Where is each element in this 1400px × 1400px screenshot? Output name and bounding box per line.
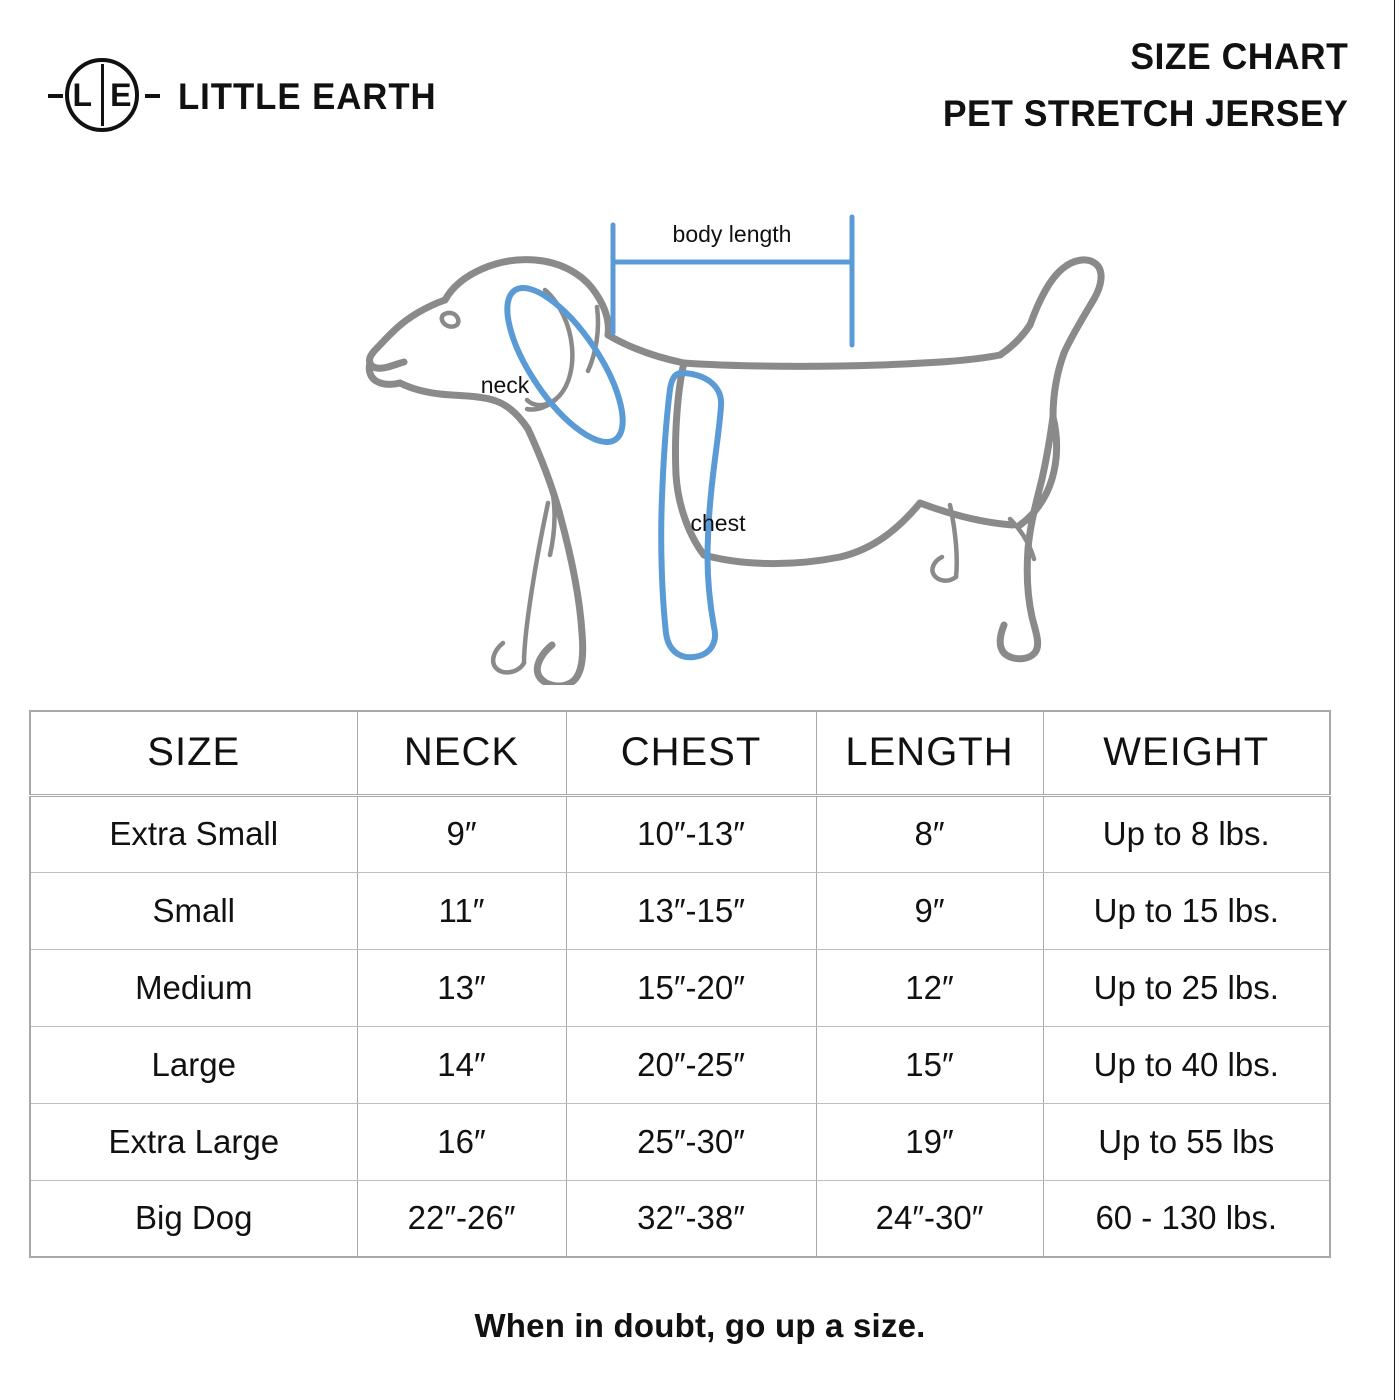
logo-divider-bar-icon (101, 64, 104, 126)
cell-weight: Up to 40 lbs. (1042, 1026, 1331, 1104)
cell-weight: Up to 55 lbs (1042, 1103, 1331, 1181)
cell-length: 8″ (815, 795, 1044, 873)
table-row: Extra Small 9″ 10″-13″ 8″ Up to 8 lbs. (29, 795, 1331, 873)
cell-weight: Up to 25 lbs. (1042, 949, 1331, 1027)
table-row: Small 11″ 13″-15″ 9″ Up to 15 lbs. (29, 872, 1331, 950)
column-header-size: SIZE (29, 710, 358, 797)
cell-neck: 9″ (356, 795, 567, 873)
table-row: Extra Large 16″ 25″-30″ 19″ Up to 55 lbs (29, 1103, 1331, 1181)
logo-letter-l: L (72, 77, 93, 113)
cell-neck: 11″ (356, 872, 567, 950)
cell-weight: Up to 8 lbs. (1042, 795, 1331, 873)
cell-chest: 25″-30″ (565, 1103, 817, 1181)
size-chart-table: SIZE NECK CHEST LENGTH WEIGHT Extra Smal… (29, 710, 1331, 1258)
column-header-length: LENGTH (815, 710, 1044, 797)
brand-name: LITTLE EARTH (178, 76, 437, 117)
cell-weight: 60 - 130 lbs. (1042, 1180, 1331, 1258)
page-title: SIZE CHART (1130, 36, 1348, 77)
column-header-weight: WEIGHT (1042, 710, 1331, 797)
cell-chest: 13″-15″ (565, 872, 817, 950)
logo-dash-left-icon (48, 94, 63, 98)
page-header: L E LITTLE EARTH SIZE CHART PET STRETCH … (0, 0, 1400, 175)
table-row: Medium 13″ 15″-20″ 12″ Up to 25 lbs. (29, 949, 1331, 1027)
table-row: Large 14″ 20″-25″ 15″ Up to 40 lbs. (29, 1026, 1331, 1104)
chest-measure-icon (658, 369, 725, 661)
cell-neck: 16″ (356, 1103, 567, 1181)
body-length-label: body length (673, 221, 792, 247)
cell-length: 15″ (815, 1026, 1044, 1104)
cell-size: Extra Large (29, 1103, 358, 1181)
cell-neck: 22″-26″ (356, 1180, 567, 1258)
page-title-block: SIZE CHART PET STRETCH JERSEY (926, 34, 1348, 136)
column-header-neck: NECK (356, 710, 567, 797)
brand-lockup: L E LITTLE EARTH (48, 58, 453, 136)
table-row: Big Dog 22″-26″ 32″-38″ 24″-30″ 60 - 130… (29, 1180, 1331, 1258)
cell-chest: 32″-38″ (565, 1180, 817, 1258)
cell-length: 12″ (815, 949, 1044, 1027)
table-header-row: SIZE NECK CHEST LENGTH WEIGHT (29, 710, 1331, 797)
cell-chest: 15″-20″ (565, 949, 817, 1027)
cell-weight: Up to 15 lbs. (1042, 872, 1331, 950)
cell-length: 19″ (815, 1103, 1044, 1181)
page-right-rule (1394, 0, 1395, 1400)
cell-chest: 20″-25″ (565, 1026, 817, 1104)
neck-measure-icon (504, 285, 626, 445)
cell-length: 9″ (815, 872, 1044, 950)
logo-letter-e: E (110, 77, 132, 113)
chest-label: chest (691, 510, 747, 536)
cell-neck: 14″ (356, 1026, 567, 1104)
footer-note: When in doubt, go up a size. (474, 1307, 926, 1344)
logo-dash-right-icon (145, 94, 160, 98)
dog-outline-icon (365, 256, 1105, 685)
cell-length: 24″-30″ (815, 1180, 1044, 1258)
dog-measurement-diagram: body length neck chest (0, 185, 1400, 685)
cell-size: Big Dog (29, 1180, 358, 1258)
neck-label: neck (481, 372, 530, 398)
cell-size: Small (29, 872, 358, 950)
cell-neck: 13″ (356, 949, 567, 1027)
cell-chest: 10″-13″ (565, 795, 817, 873)
cell-size: Extra Small (29, 795, 358, 873)
column-header-chest: CHEST (565, 710, 817, 797)
cell-size: Medium (29, 949, 358, 1027)
logo-letters: L E (65, 58, 139, 132)
page-subtitle: PET STRETCH JERSEY (942, 93, 1348, 135)
little-earth-logo-icon: L E (48, 58, 160, 136)
cell-size: Large (29, 1026, 358, 1104)
body-length-measure-icon (610, 214, 855, 348)
